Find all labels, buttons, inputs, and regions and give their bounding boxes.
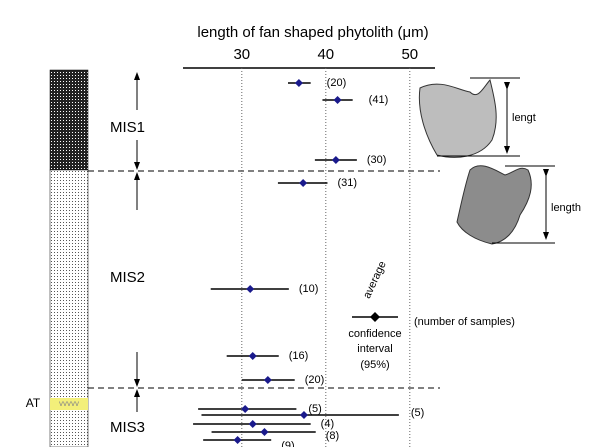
legend-samples: (number of samples) — [414, 316, 515, 328]
tephra-band — [50, 398, 88, 410]
sample-label: (8) — [326, 430, 339, 442]
average-marker — [333, 96, 342, 104]
sample-label: (20) — [305, 374, 325, 386]
x-tick-label: 50 — [401, 46, 418, 63]
legend-confidence: (95%) — [360, 359, 389, 371]
phytolith-shape — [456, 165, 532, 245]
phytolith-shape — [418, 78, 497, 158]
shape-label: lengt — [512, 112, 536, 124]
tephra-text: vvvvv — [59, 399, 79, 408]
sample-label: (4) — [321, 418, 334, 430]
sample-label: (31) — [337, 177, 357, 189]
x-tick-label: 40 — [317, 46, 334, 63]
average-marker — [246, 285, 255, 293]
zone-label: MIS1 — [110, 119, 145, 136]
sample-label: (9) — [281, 440, 294, 447]
average-marker — [241, 405, 250, 413]
average-marker — [248, 420, 257, 428]
average-marker — [263, 376, 272, 384]
average-marker — [248, 352, 257, 360]
chart-title: length of fan shaped phytolith (μm) — [197, 24, 428, 41]
legend-confidence: interval — [357, 343, 392, 355]
sample-label: (30) — [367, 154, 387, 166]
sample-label: (20) — [327, 77, 347, 89]
legend-marker — [370, 312, 380, 322]
average-marker — [233, 436, 242, 444]
at-label: AT — [26, 396, 41, 410]
average-marker — [260, 428, 269, 436]
legend-confidence: confidence — [348, 328, 401, 340]
sample-label: (5) — [308, 403, 321, 415]
average-marker — [299, 179, 308, 187]
sample-label: (41) — [369, 94, 389, 106]
average-marker — [331, 156, 340, 164]
column-dark — [49, 69, 89, 171]
legend-average: average — [361, 259, 389, 300]
average-marker — [294, 79, 303, 87]
shape-label: length — [551, 202, 581, 214]
sample-label: (16) — [289, 350, 309, 362]
average-marker — [299, 411, 308, 419]
x-tick-label: 30 — [233, 46, 250, 63]
zone-label: MIS2 — [110, 269, 145, 286]
sample-label: (10) — [299, 283, 319, 295]
zone-label: MIS3 — [110, 419, 145, 436]
sample-label: (5) — [411, 407, 424, 419]
